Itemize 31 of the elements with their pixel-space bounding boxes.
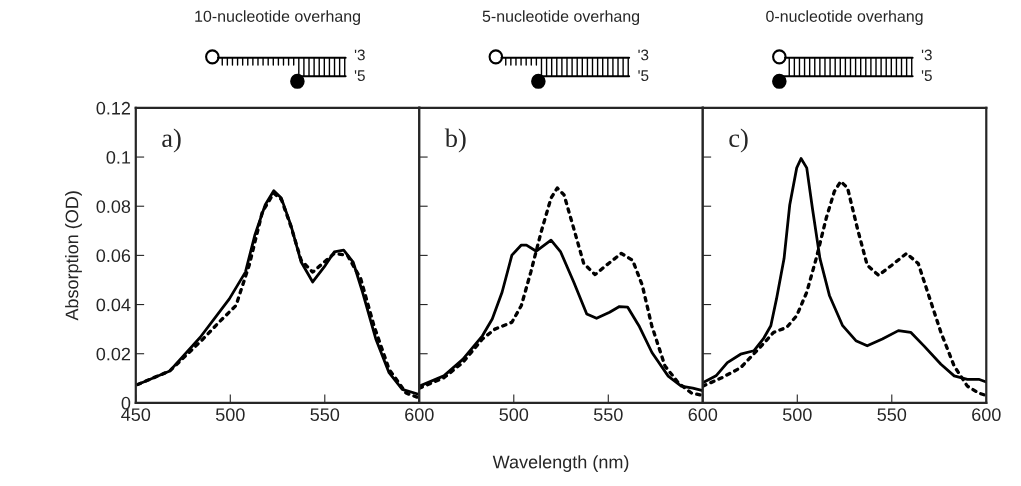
y-tick-label: 0.1: [106, 150, 131, 164]
text: '3: [638, 49, 649, 61]
text: '3: [354, 49, 365, 61]
chart-title: 5-nucleotide overhang: [482, 10, 640, 26]
x-tick-label: 550: [593, 408, 623, 422]
chart-title: 0-nucleotide overhang: [766, 10, 923, 26]
x-tick-label: 550: [310, 408, 340, 422]
text: '5: [354, 70, 365, 82]
annotation: c): [729, 128, 748, 153]
text: '5: [638, 70, 649, 82]
x-tick-label: 500: [499, 408, 529, 422]
x-tick-label: 600: [972, 408, 1001, 422]
y-tick-label: 0.08: [96, 200, 131, 213]
x-tick-label: 550: [877, 408, 907, 422]
y-tick-label: 0.12: [96, 101, 131, 115]
y-tick-label: 0.02: [96, 347, 131, 361]
y-tick-label: 0.04: [96, 298, 131, 312]
x-tick-label: 450: [121, 408, 151, 422]
annotation: a): [162, 128, 181, 153]
x-tick-label: 600: [405, 408, 434, 422]
y-axis-title: Absorption (OD): [65, 191, 82, 321]
x-axis-title: Wavelength (nm): [492, 455, 629, 472]
text: '5: [921, 70, 932, 82]
x-tick-label: 500: [215, 408, 245, 422]
y-tick-label: 0: [121, 396, 131, 410]
x-tick-label: 600: [688, 408, 718, 422]
chart-title: 10-nucleotide overhang: [195, 10, 360, 26]
y-tick-label: 0.06: [96, 249, 131, 263]
text: '3: [921, 49, 932, 61]
annotation: b): [444, 128, 466, 153]
x-tick-label: 500: [782, 408, 812, 422]
